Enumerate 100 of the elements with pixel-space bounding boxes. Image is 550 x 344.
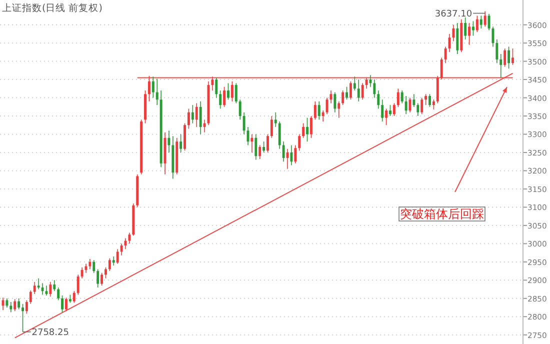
chart-title: 上证指数(日线 前复权): [2, 2, 102, 14]
candlestick: [195, 102, 198, 128]
candlestick: [57, 287, 60, 301]
candlestick: [234, 82, 238, 104]
candlestick: [330, 90, 332, 104]
candlestick: [504, 48, 506, 68]
candlestick: [10, 302, 12, 313]
candlestick: [65, 297, 68, 312]
candlestick: [444, 46, 447, 64]
candlestick: [404, 96, 408, 115]
candlestick: [452, 24, 455, 42]
candlestick: [152, 76, 154, 98]
candlestick: [314, 101, 316, 120]
candlestick: [424, 94, 428, 106]
candlestick: [298, 134, 301, 152]
candlestick: [29, 290, 32, 304]
candlestick: [322, 110, 324, 122]
candlestick: [45, 285, 48, 296]
candlestick: [191, 104, 194, 124]
candlestick: [100, 272, 104, 286]
candlestick: [282, 141, 285, 162]
candlestick: [148, 75, 150, 102]
candlestick: [500, 54, 502, 78]
candlestick: [294, 144, 297, 164]
candlestick: [396, 88, 400, 108]
candlestick: [33, 282, 36, 294]
candlestick: [22, 303, 24, 332]
candlestick: [92, 260, 96, 274]
candlestick: [512, 48, 514, 66]
candlestick: [96, 268, 100, 288]
candlestick: [80, 266, 84, 279]
candlestick: [484, 10, 486, 28]
candlestick: [274, 112, 277, 128]
candlestick: [357, 79, 360, 102]
candlestick: [342, 90, 344, 106]
candlestick: [290, 144, 293, 166]
candlestick: [412, 94, 416, 108]
candlestick: [180, 134, 182, 153]
candlestick: [156, 78, 158, 106]
candlestick: [230, 80, 234, 102]
candlestick: [258, 144, 262, 160]
candlestick: [306, 117, 308, 142]
candlestick: [76, 274, 80, 296]
candlestick: [18, 298, 20, 310]
candlestick: [254, 134, 258, 160]
candlestick: [215, 77, 218, 98]
candlestick: [349, 80, 352, 100]
candlestick: [476, 15, 478, 32]
candlestick: [199, 101, 202, 135]
candlestick: [223, 86, 226, 108]
candlestick: [496, 39, 498, 64]
candlestick: [353, 76, 356, 91]
candlestick: [250, 134, 254, 153]
candlestick: [480, 15, 482, 29]
candlestick: [72, 290, 76, 304]
candlestick: [468, 22, 470, 46]
candlestick: [318, 101, 320, 120]
candlestick: [120, 243, 123, 256]
candlestick: [346, 86, 348, 100]
candlestick: [238, 99, 242, 120]
candlestick: [456, 22, 459, 54]
candlestick: [385, 108, 388, 126]
candlestick: [49, 282, 52, 297]
candlestick: [53, 280, 56, 292]
candlestick: [61, 295, 64, 313]
candlestick: [440, 57, 443, 80]
candlestick: [219, 90, 222, 110]
candlestick: [266, 134, 269, 153]
candlestick: [400, 90, 404, 104]
candlestick: [14, 298, 16, 312]
candlestick: [436, 75, 439, 104]
candlestick: [242, 112, 246, 135]
candlestick: [187, 108, 190, 130]
candlestick: [227, 82, 230, 100]
candlestick: [492, 26, 494, 48]
candlestick: [432, 99, 435, 110]
candlestick: [6, 298, 8, 308]
candlestick: [338, 101, 340, 118]
candlestick: [25, 300, 28, 314]
candlestick: [108, 258, 111, 272]
candlestick: [104, 266, 107, 279]
candlestick: [334, 92, 336, 113]
candlestick: [116, 248, 119, 264]
annotation: 突破箱体后回踩: [400, 207, 484, 221]
candlestick: [508, 46, 510, 69]
candlestick: [270, 116, 273, 138]
candlestick: [88, 258, 92, 270]
annotation: 3637.10: [434, 9, 472, 20]
candlestick: [365, 77, 368, 90]
candlestick: [184, 122, 186, 152]
candlestick: [389, 104, 392, 116]
candlestick: [262, 141, 266, 153]
candlestick: [420, 97, 424, 115]
annotation: 2758.25: [32, 328, 69, 338]
candlestick: [278, 121, 281, 150]
candlestick: [416, 102, 420, 116]
candlestick: [128, 232, 131, 244]
candlestick: [381, 99, 384, 122]
candlestick: [302, 122, 305, 138]
candlestick: [472, 20, 474, 36]
